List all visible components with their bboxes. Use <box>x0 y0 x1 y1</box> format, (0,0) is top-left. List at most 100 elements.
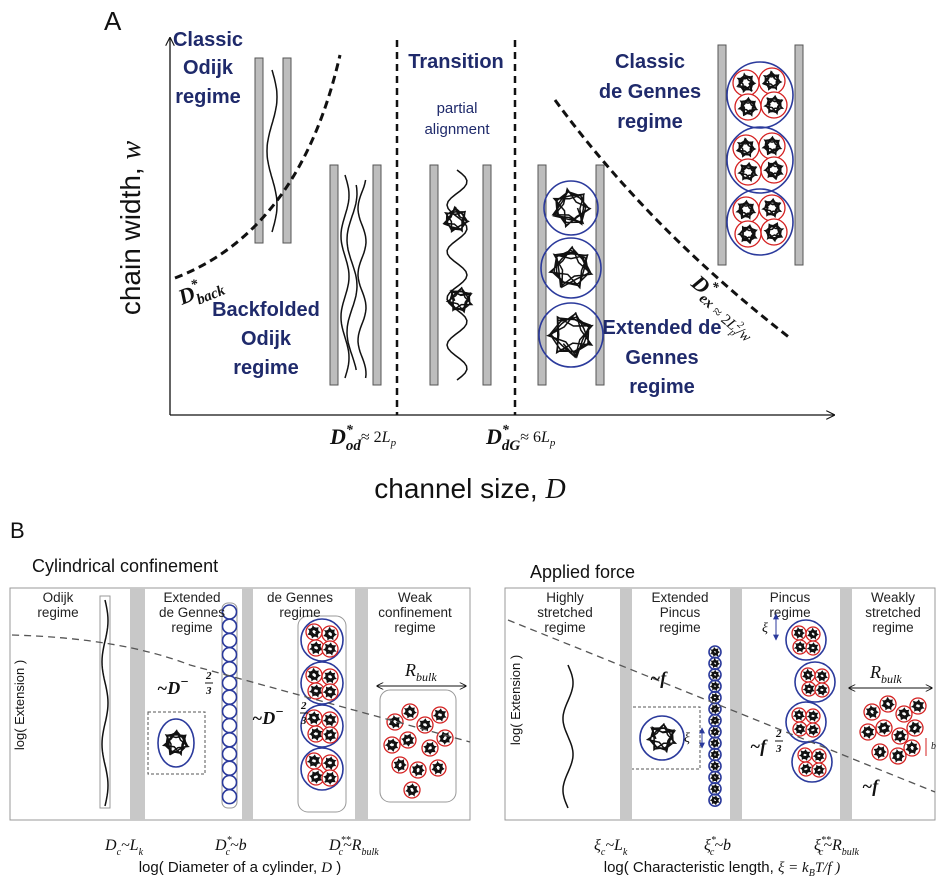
coil <box>710 737 720 749</box>
line: confinement <box>378 605 452 620</box>
coil <box>905 740 919 755</box>
line: Classic <box>615 51 685 73</box>
sub: c <box>601 847 606 858</box>
line: regime <box>872 620 913 635</box>
line: regime <box>617 111 683 133</box>
chain <box>340 174 350 379</box>
line: Extended de <box>603 317 722 339</box>
line: regime <box>37 605 78 620</box>
sub: c <box>226 847 231 858</box>
plot-frame <box>504 587 936 821</box>
coil <box>737 96 759 117</box>
blob <box>785 701 827 743</box>
coil <box>891 748 905 763</box>
x-axis-label: log( Diameter of a cylinder, D ) <box>139 859 342 876</box>
sup: * <box>502 423 510 438</box>
regime-label: de Gennes regime <box>267 590 333 620</box>
line: regime <box>279 605 320 620</box>
line: Highly <box>546 590 584 605</box>
line: stretched <box>537 605 593 620</box>
blob <box>300 704 344 748</box>
coil <box>793 723 806 735</box>
coil <box>815 684 828 696</box>
blob <box>785 619 827 661</box>
line: regime <box>659 620 700 635</box>
coil <box>710 760 720 771</box>
coil <box>306 754 321 768</box>
xi-label: ξ <box>684 731 690 746</box>
x-tick-label: Dc~Lk <box>104 837 144 858</box>
regime-divider <box>355 588 368 820</box>
sub: bulk <box>416 670 437 684</box>
coil <box>709 669 721 680</box>
coil <box>761 70 783 91</box>
coil <box>546 311 594 359</box>
coil <box>322 756 337 770</box>
blob <box>300 618 344 662</box>
channel-wall <box>282 57 292 244</box>
relation: ~b <box>714 837 731 854</box>
coil <box>709 715 721 726</box>
coil <box>710 726 721 738</box>
coil <box>307 624 321 639</box>
blob <box>157 718 195 768</box>
num: 2 <box>300 700 307 712</box>
x-tick-label: ξc~Lk <box>594 837 628 858</box>
sub-blob <box>758 194 786 222</box>
coil <box>910 699 925 713</box>
sub: bulk <box>361 847 379 858</box>
annotation: partial alignment <box>424 100 490 138</box>
symbol: D <box>214 837 227 854</box>
channel-wall <box>482 164 492 386</box>
coil <box>865 704 879 719</box>
coil <box>763 221 785 243</box>
coil <box>322 670 338 684</box>
coil <box>323 626 337 641</box>
coil <box>793 626 805 639</box>
line: regime <box>544 620 585 635</box>
symbol: ξ <box>704 837 711 854</box>
coil <box>761 198 783 219</box>
chain <box>266 69 278 233</box>
symbol: D <box>104 837 117 854</box>
coil <box>710 657 721 669</box>
channel-wall <box>254 57 264 244</box>
line: de Gennes <box>159 605 225 620</box>
coil <box>710 646 721 657</box>
scaling-label: ~f <box>862 776 880 796</box>
relation: ~L <box>121 837 139 854</box>
relation: ~b <box>230 837 247 854</box>
sub-blob <box>734 158 762 186</box>
symbol: D <box>166 678 180 698</box>
text: ~f <box>750 736 768 756</box>
regime-divider <box>242 588 253 820</box>
panel-label: B <box>10 518 25 543</box>
cylinder <box>99 595 111 809</box>
line: Pincus <box>770 590 811 605</box>
x-tick-label: ξ** c~Rbulk <box>814 835 860 858</box>
sign: − <box>180 675 188 690</box>
y-axis-label: chain width, w <box>115 141 147 316</box>
approx: ≈ 2 <box>361 429 382 446</box>
sup: * <box>346 423 354 438</box>
coil <box>445 286 474 314</box>
line: Odijk <box>43 590 74 605</box>
blob <box>726 126 794 194</box>
coil <box>710 749 720 760</box>
coil <box>908 721 923 735</box>
coil <box>551 187 592 229</box>
coil <box>388 714 402 729</box>
sub: od <box>346 438 362 454</box>
coil <box>735 137 757 158</box>
sub: k <box>139 847 144 858</box>
eq: = k <box>784 860 809 876</box>
chain <box>446 169 468 381</box>
line: Classic <box>173 29 243 51</box>
coil <box>709 795 720 806</box>
label-text: chain width, <box>115 160 146 316</box>
scaling-label: ~D− 2 3 <box>157 670 212 698</box>
line: alignment <box>424 121 490 138</box>
sup: 2 <box>735 319 746 331</box>
line: stretched <box>865 605 921 620</box>
